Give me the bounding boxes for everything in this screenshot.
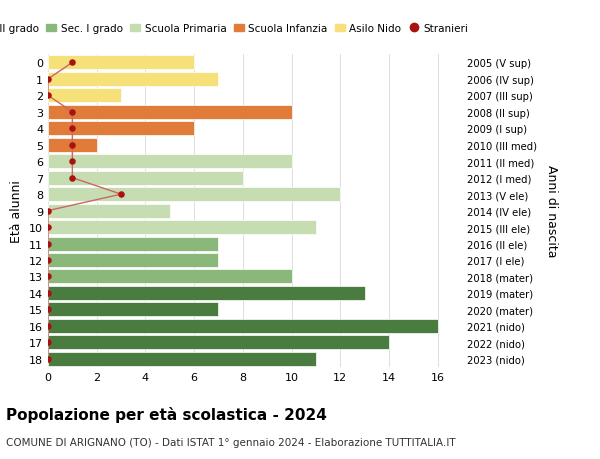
Point xyxy=(68,109,77,116)
Bar xyxy=(48,171,243,185)
Point xyxy=(68,60,77,67)
Bar xyxy=(48,204,170,218)
Y-axis label: Anni di nascita: Anni di nascita xyxy=(545,165,558,257)
Bar xyxy=(48,155,292,169)
Point xyxy=(68,125,77,133)
Point xyxy=(43,306,53,313)
Point xyxy=(116,191,126,198)
Point xyxy=(68,174,77,182)
Text: Popolazione per età scolastica - 2024: Popolazione per età scolastica - 2024 xyxy=(6,406,327,422)
Bar xyxy=(48,106,292,119)
Text: COMUNE DI ARIGNANO (TO) - Dati ISTAT 1° gennaio 2024 - Elaborazione TUTTITALIA.I: COMUNE DI ARIGNANO (TO) - Dati ISTAT 1° … xyxy=(6,437,455,447)
Point xyxy=(43,224,53,231)
Y-axis label: Età alunni: Età alunni xyxy=(10,180,23,242)
Bar xyxy=(48,352,316,366)
Point xyxy=(43,290,53,297)
Bar xyxy=(48,122,194,136)
Bar xyxy=(48,139,97,152)
Bar xyxy=(48,89,121,103)
Point xyxy=(43,339,53,346)
Point xyxy=(43,273,53,280)
Bar xyxy=(48,221,316,235)
Bar xyxy=(48,188,340,202)
Bar xyxy=(48,336,389,350)
Bar xyxy=(48,73,218,87)
Point xyxy=(43,76,53,84)
Point xyxy=(43,241,53,248)
Bar xyxy=(48,303,218,317)
Bar xyxy=(48,56,194,70)
Point xyxy=(43,323,53,330)
Point xyxy=(43,207,53,215)
Point xyxy=(43,92,53,100)
Legend: Sec. II grado, Sec. I grado, Scuola Primaria, Scuola Infanzia, Asilo Nido, Stran: Sec. II grado, Sec. I grado, Scuola Prim… xyxy=(0,20,472,38)
Point xyxy=(68,158,77,166)
Point xyxy=(68,142,77,149)
Point xyxy=(43,257,53,264)
Bar xyxy=(48,237,218,251)
Point xyxy=(43,355,53,363)
Bar xyxy=(48,270,292,284)
Bar xyxy=(48,319,437,333)
Bar xyxy=(48,286,365,300)
Bar xyxy=(48,253,218,268)
